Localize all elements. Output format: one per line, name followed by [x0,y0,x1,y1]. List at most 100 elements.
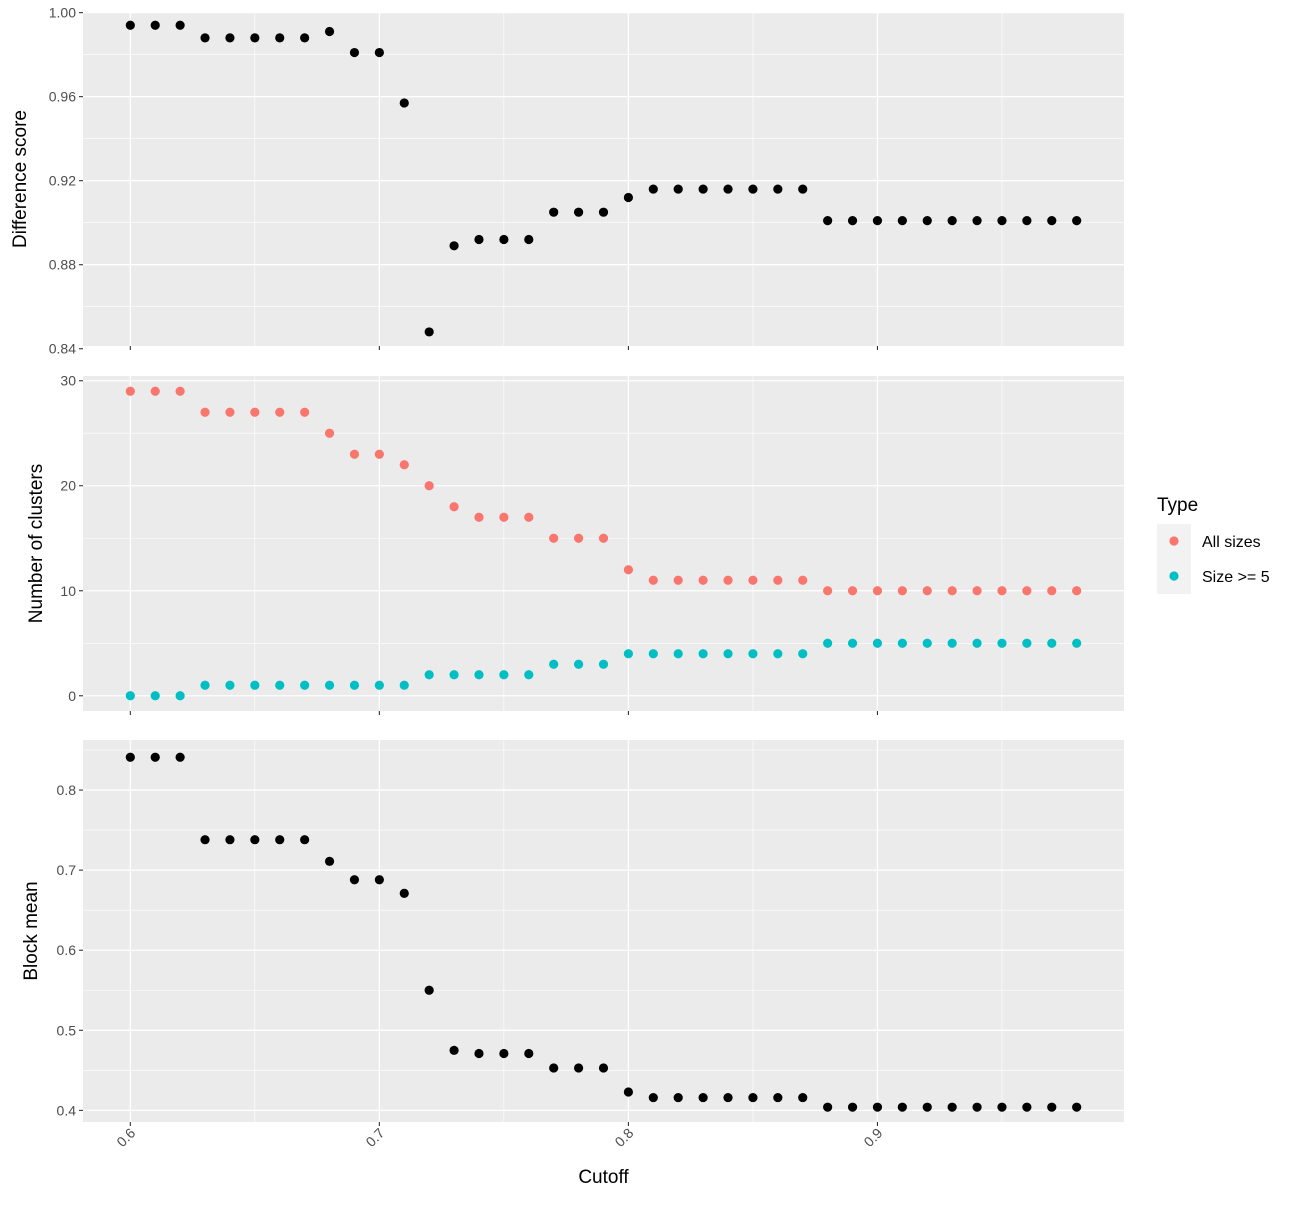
legend-label: All sizes [1202,534,1261,551]
data-point [150,752,160,762]
data-point [449,241,459,251]
data-point [1072,638,1082,648]
y-axis-title: Difference score [10,110,31,248]
data-point [324,856,335,866]
data-point [175,386,185,396]
data-point [474,234,484,245]
data-point [773,649,783,659]
data-point [349,875,360,885]
data-point [399,680,409,690]
y-tick-label: 1.00 [49,5,76,21]
data-point [997,215,1007,226]
data-point [673,1092,683,1103]
series-1 [125,752,1082,1112]
data-point [524,670,534,680]
data-point [374,449,384,459]
data-point [499,670,509,680]
data-point [449,670,459,680]
data-point [499,512,509,522]
data-point [324,428,335,438]
data-point [573,207,584,217]
data-point [200,835,210,845]
data-point [524,512,534,522]
data-point [623,565,634,575]
data-point [922,215,932,226]
data-point [648,649,658,659]
data-point [225,33,235,43]
data-point [598,1063,609,1073]
data-point [200,680,210,690]
data-point [250,33,260,43]
data-point [125,386,135,396]
data-point [997,586,1007,596]
data-point [1072,586,1082,596]
data-point [598,207,609,217]
data-point [673,649,683,659]
legend-swatch [1169,571,1179,581]
data-point [499,1048,509,1059]
legend-label: Size >= 5 [1202,569,1270,586]
data-point [549,533,559,543]
data-point [947,215,957,226]
data-point [897,215,907,226]
data-point [773,184,783,194]
data-point [424,327,434,337]
data-point [175,691,185,701]
data-point [897,638,907,648]
y-tick-label: 0.92 [49,173,76,189]
data-point [823,586,833,596]
data-point [798,1092,808,1103]
data-point [175,752,185,762]
data-point [723,649,733,659]
data-point [922,1102,932,1112]
data-point [698,1092,708,1103]
data-point [748,184,758,194]
data-point [972,215,982,226]
data-point [399,460,409,470]
data-point [250,680,260,690]
data-point [225,835,235,845]
data-point [549,207,559,217]
data-point [1072,215,1082,226]
panel-2: 0 10 20 30 Number of clusters [26,373,1124,715]
data-point [698,575,708,585]
x-tick-label: 0.8 [611,1125,636,1150]
data-point [922,638,932,648]
data-point [300,680,310,690]
data-point [1047,1102,1057,1112]
data-point [997,1102,1007,1112]
y-tick-label: 0.88 [49,257,76,273]
data-point [798,649,808,659]
y-tick-label: 0.8 [57,782,77,798]
data-point [324,26,335,37]
data-point [798,184,808,194]
data-point [324,680,335,690]
data-point [598,533,609,543]
data-point [947,1102,957,1112]
data-point [648,1092,658,1103]
data-point [374,680,384,690]
data-point [300,33,310,43]
series-size-5 [125,638,1082,701]
data-point [997,638,1007,648]
data-point [549,1063,559,1073]
data-point [897,586,907,596]
legend-swatch [1169,536,1179,546]
data-point [200,33,210,43]
data-point [723,575,733,585]
data-point [623,192,634,203]
data-point [598,659,609,669]
data-point [972,1102,982,1112]
data-point [972,638,982,648]
data-point [773,575,783,585]
data-point [1047,586,1057,596]
y-tick-label: 0.7 [57,862,77,878]
data-point [748,575,758,585]
data-point [250,835,260,845]
data-point [573,1063,584,1073]
data-point [723,184,733,194]
data-point [125,691,135,701]
data-point [698,649,708,659]
data-point [947,586,957,596]
